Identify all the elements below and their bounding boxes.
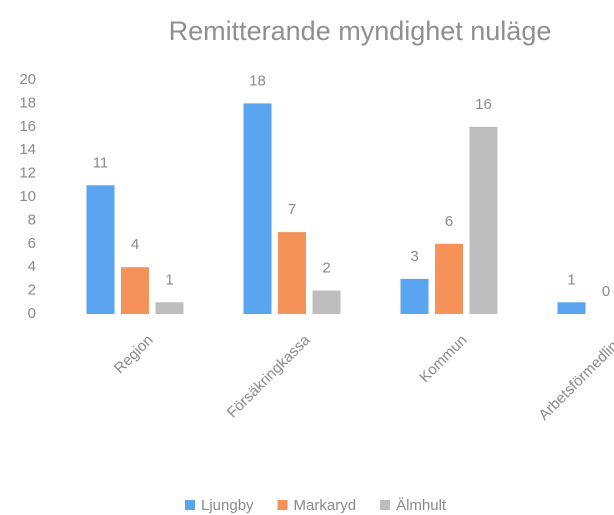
x-tick-label: Region (111, 332, 157, 378)
bar (469, 126, 498, 314)
data-label: 7 (288, 201, 296, 218)
bar (557, 302, 586, 314)
bar (312, 290, 341, 314)
data-label: 2 (322, 260, 330, 277)
y-tick-label: 2 (28, 282, 36, 299)
data-label: 1 (567, 271, 575, 288)
legend-label: Älmhult (396, 497, 447, 514)
y-tick-label: 12 (19, 165, 36, 182)
legend-label: Markaryd (294, 497, 357, 514)
legend-swatch (185, 500, 195, 510)
bar (243, 103, 272, 315)
y-tick-label: 6 (28, 235, 36, 252)
legend-label: Ljungby (201, 497, 254, 514)
bar (121, 267, 149, 314)
y-tick-label: 8 (28, 211, 36, 228)
data-label: 18 (249, 72, 266, 89)
legend-swatch (277, 500, 288, 510)
y-tick-label: 14 (19, 141, 36, 158)
y-tick-label: 20 (19, 71, 36, 88)
y-tick-label: 18 (19, 94, 36, 111)
bar (86, 185, 115, 314)
y-tick-label: 16 (19, 118, 36, 135)
data-label: 1 (165, 271, 173, 288)
x-tick-label: Arbetsförmedling (535, 332, 614, 424)
data-label: 3 (410, 248, 418, 265)
legend-swatch (380, 500, 391, 510)
bar (278, 232, 306, 314)
data-label: 11 (93, 154, 109, 171)
x-tick-label: Kommun (416, 332, 470, 386)
x-tick-label: Försäkringkassa (224, 331, 314, 421)
data-label: 0 (602, 283, 610, 300)
y-tick-label: 10 (19, 188, 36, 205)
chart-title: Remitterande myndighet nuläge (169, 16, 552, 46)
y-tick-label: 4 (28, 258, 36, 275)
y-tick-label: 0 (28, 305, 36, 322)
bar (400, 278, 429, 314)
bar (435, 243, 463, 314)
data-label: 16 (475, 96, 492, 113)
bar (155, 302, 184, 314)
data-label: 6 (445, 213, 453, 230)
data-label: 4 (131, 236, 139, 253)
